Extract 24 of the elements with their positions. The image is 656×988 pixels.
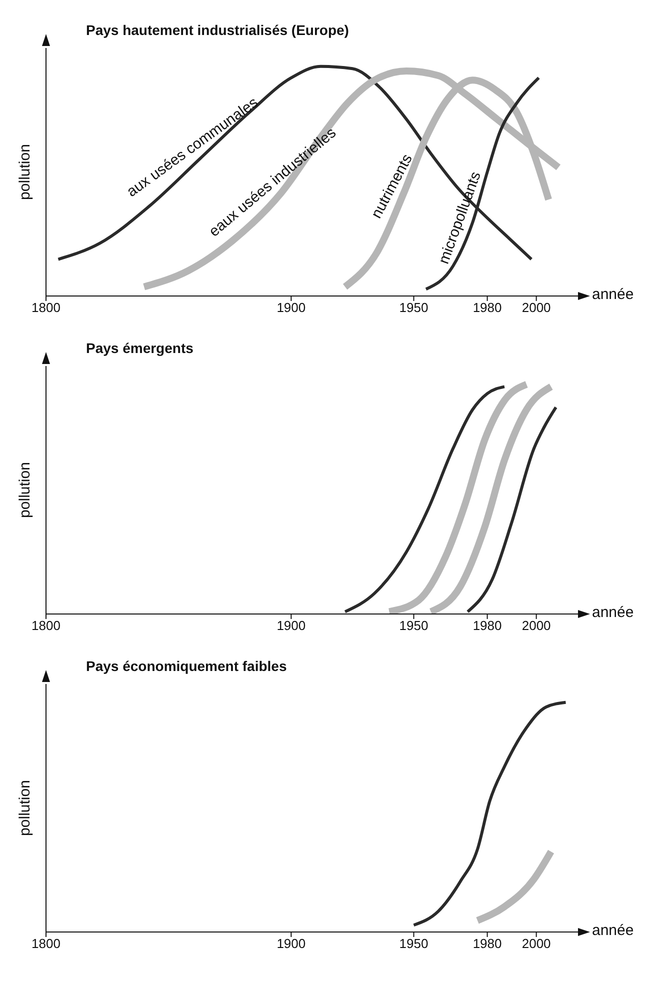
- chart-title: Pays hautement industrialisés (Europe): [86, 22, 349, 38]
- chart-title: Pays émergents: [86, 340, 194, 356]
- x-tick-label: 1950: [399, 936, 428, 952]
- x-tick-label: 1980: [472, 936, 502, 952]
- x-tick-label: 1980: [472, 300, 502, 316]
- x-tick-label: 1900: [276, 618, 306, 634]
- x-tick-label: 1800: [32, 300, 60, 316]
- x-axis-title: année: [592, 286, 634, 303]
- x-tick-label: 1950: [399, 300, 428, 316]
- y-axis-title: pollution: [16, 144, 34, 200]
- x-tick-label: 1800: [32, 936, 60, 952]
- x-tick-label: 2000: [522, 618, 551, 634]
- y-axis-title: pollution: [16, 462, 34, 518]
- x-tick-label: 1800: [32, 618, 60, 634]
- x-axis-title: année: [592, 922, 634, 939]
- x-tick-label: 1900: [276, 300, 306, 316]
- x-tick-label: 1900: [276, 936, 306, 952]
- chart-title: Pays économiquement faibles: [86, 658, 287, 674]
- x-tick-label: 2000: [522, 936, 551, 952]
- y-axis-title: pollution: [16, 780, 34, 836]
- x-tick-label: 1950: [399, 618, 428, 634]
- x-tick-label: 2000: [522, 300, 551, 316]
- x-axis-title: année: [592, 604, 634, 621]
- x-tick-label: 1980: [472, 618, 502, 634]
